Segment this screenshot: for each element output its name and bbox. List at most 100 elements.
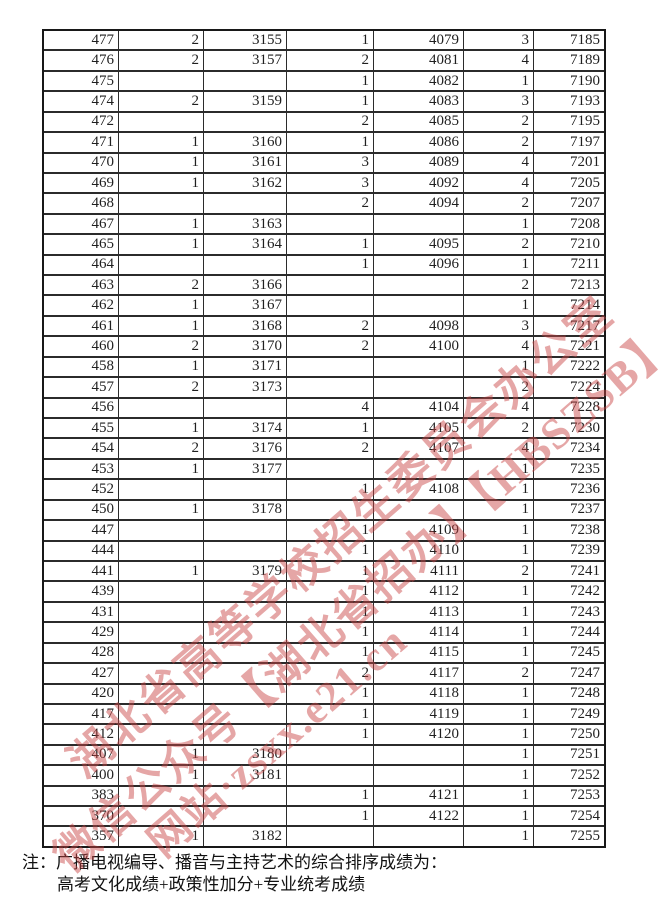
- table-row: 357 1 3182 1 7255: [44, 825, 604, 846]
- table-cell: [203, 704, 286, 724]
- table-cell: 2: [463, 664, 533, 683]
- table-cell: [203, 664, 286, 683]
- table-row: 454 2 3176 2 4107 4 7234: [44, 437, 604, 458]
- table-cell: [203, 521, 286, 540]
- table-cell: 1: [118, 459, 203, 479]
- table-cell: 1: [118, 766, 203, 785]
- table-cell: 4122: [373, 807, 463, 826]
- table-cell: 460: [91, 338, 115, 355]
- table-row: 429 1 4114 1 7244: [44, 621, 604, 642]
- table-cell: 7245: [533, 643, 604, 663]
- table-cell: 7249: [533, 704, 604, 724]
- table-cell: 3171: [203, 357, 286, 377]
- table-cell: 2: [118, 31, 203, 50]
- table-cell: 439: [91, 583, 115, 600]
- table-row: 407 1 3180 1 7251: [44, 743, 604, 765]
- table-cell: [203, 194, 286, 213]
- table-cell: 1: [118, 173, 203, 193]
- table-cell: 370: [91, 807, 115, 824]
- table-cell: 1: [463, 684, 533, 703]
- table-cell: 2: [118, 337, 203, 356]
- table-cell: 7195: [533, 112, 604, 132]
- table-row: 463 2 3166 2 7213: [44, 274, 604, 295]
- table-cell: 4: [463, 51, 533, 70]
- table-cell: 2: [463, 378, 533, 397]
- table-cell: 1: [463, 807, 533, 826]
- table-cell: 2: [118, 51, 203, 70]
- table-cell: 427: [91, 664, 115, 681]
- table-cell: 1: [463, 827, 533, 846]
- table-cell: 4079: [373, 31, 463, 50]
- table-cell: 2: [463, 276, 533, 295]
- table-cell: 465: [91, 235, 115, 252]
- table-cell: 1: [118, 214, 203, 234]
- table-cell: [203, 643, 286, 663]
- table-cell: 3157: [203, 51, 286, 70]
- table-cell: 2: [463, 235, 533, 254]
- table-cell: 1: [463, 357, 533, 377]
- table-cell: [118, 725, 203, 744]
- table-cell: [118, 704, 203, 724]
- table-cell: [373, 378, 463, 397]
- footnote-line-1: 注：广播电视编导、播音与主持艺术的综合排序成绩为：: [22, 853, 447, 872]
- table-cell: 461: [91, 317, 115, 334]
- table-cell: 3159: [203, 92, 286, 111]
- table-cell: 475: [91, 72, 115, 89]
- table-cell: 3: [463, 316, 533, 336]
- table-cell: 7248: [533, 684, 604, 703]
- table-cell: 3176: [203, 439, 286, 458]
- table-row: 383 1 4121 1 7253: [44, 784, 604, 806]
- table-cell: 7205: [533, 173, 604, 193]
- table-cell: 4098: [373, 316, 463, 336]
- table-cell: 4110: [373, 541, 463, 560]
- table-cell: 4: [463, 398, 533, 418]
- table-cell: 1: [286, 602, 373, 622]
- table-cell: 444: [91, 542, 115, 559]
- table-cell: 4086: [373, 133, 463, 152]
- table-cell: 2: [463, 133, 533, 152]
- table-cell: 7247: [533, 664, 604, 683]
- table-cell: 7190: [533, 71, 604, 91]
- table-cell: 1: [286, 786, 373, 806]
- table-cell: 383: [91, 787, 115, 804]
- table-row: 464 1 4096 1 7211: [44, 253, 604, 275]
- table-cell: 4094: [373, 194, 463, 213]
- table-cell: 4121: [373, 786, 463, 806]
- table-cell: [286, 357, 373, 377]
- table-cell: 1: [286, 643, 373, 663]
- table-cell: 4082: [373, 71, 463, 91]
- table-cell: 3162: [203, 173, 286, 193]
- table-cell: [118, 194, 203, 213]
- table-row: 472 2 4085 2 7195: [44, 110, 604, 132]
- table-cell: 4096: [373, 255, 463, 275]
- table-cell: [118, 480, 203, 499]
- table-cell: [118, 664, 203, 683]
- table-cell: 4085: [373, 112, 463, 132]
- table-row: 450 1 3178 1 7237: [44, 498, 604, 520]
- table-cell: 1: [118, 316, 203, 336]
- table-row: 428 1 4115 1 7245: [44, 641, 604, 663]
- table-cell: [118, 112, 203, 132]
- table-cell: 1: [286, 582, 373, 601]
- table-cell: 1: [463, 745, 533, 765]
- table-cell: [118, 71, 203, 91]
- table-cell: 1: [118, 827, 203, 846]
- table-cell: 2: [463, 561, 533, 581]
- table-row: 474 2 3159 1 4083 3 7193: [44, 90, 604, 111]
- table-cell: 417: [91, 705, 115, 722]
- table-cell: 7241: [533, 561, 604, 581]
- table-cell: 4115: [373, 643, 463, 663]
- table-cell: [118, 541, 203, 560]
- table-cell: 1: [286, 92, 373, 111]
- table-cell: 3181: [203, 766, 286, 785]
- table-cell: 7207: [533, 194, 604, 213]
- table-cell: 2: [118, 439, 203, 458]
- table-cell: 7221: [533, 337, 604, 356]
- table-cell: 456: [91, 399, 115, 416]
- table-cell: 1: [463, 459, 533, 479]
- table-cell: 7252: [533, 766, 604, 785]
- table-cell: 7224: [533, 378, 604, 397]
- table-cell: 2: [286, 194, 373, 213]
- table-cell: 1: [286, 480, 373, 499]
- table-cell: 468: [91, 195, 115, 212]
